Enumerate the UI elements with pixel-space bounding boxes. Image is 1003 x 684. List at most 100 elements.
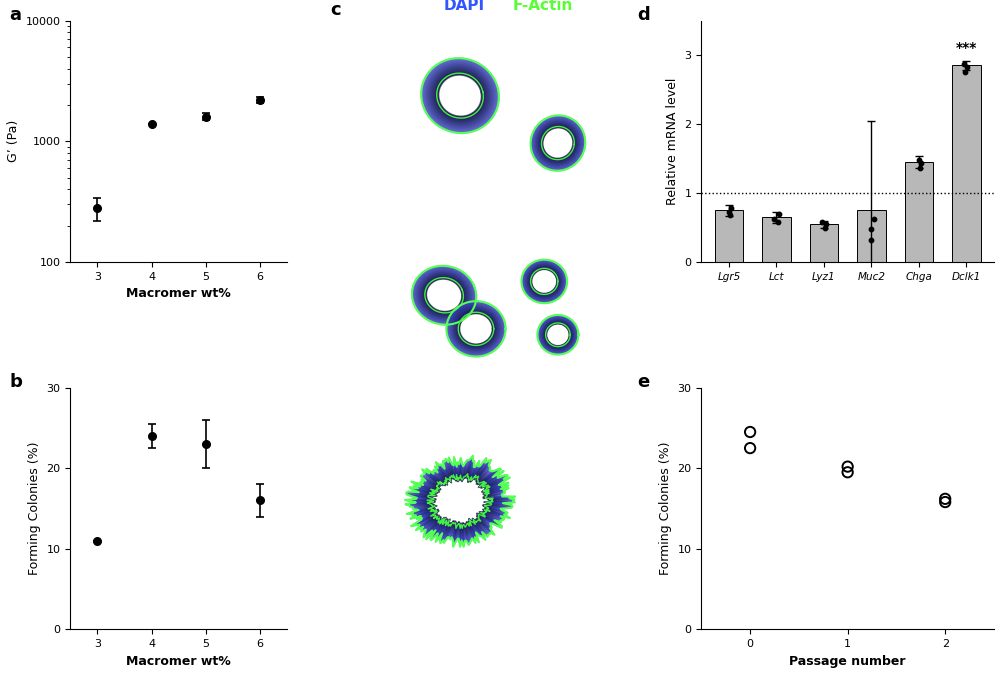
Text: F-Actin: F-Actin [512, 0, 572, 12]
Polygon shape [430, 68, 488, 124]
Polygon shape [523, 261, 566, 302]
Point [770, 209, 786, 220]
Text: d: d [636, 6, 649, 24]
Polygon shape [434, 71, 484, 120]
Polygon shape [531, 269, 557, 294]
Polygon shape [433, 70, 485, 121]
Y-axis label: G’ (Pa): G’ (Pa) [7, 120, 20, 162]
Polygon shape [415, 269, 472, 321]
Polygon shape [541, 319, 574, 351]
Y-axis label: Forming Colonies (%): Forming Colonies (%) [658, 442, 671, 575]
Point [865, 214, 881, 225]
Polygon shape [542, 320, 573, 350]
Point [722, 202, 738, 213]
Point [955, 59, 971, 70]
Point [910, 155, 926, 166]
X-axis label: Macromer wt%: Macromer wt% [126, 655, 231, 668]
Polygon shape [450, 305, 500, 352]
Polygon shape [525, 263, 563, 300]
Y-axis label: Relative mRNA level: Relative mRNA level [665, 77, 678, 205]
Polygon shape [529, 267, 559, 296]
Polygon shape [529, 267, 559, 295]
Polygon shape [538, 123, 577, 163]
Polygon shape [524, 263, 564, 300]
Polygon shape [432, 69, 486, 122]
Polygon shape [416, 270, 471, 320]
Polygon shape [522, 260, 566, 302]
Polygon shape [452, 306, 499, 351]
Point [956, 66, 972, 77]
Polygon shape [454, 308, 496, 349]
Polygon shape [546, 324, 569, 346]
Polygon shape [428, 475, 491, 527]
Text: b: b [10, 373, 22, 391]
Polygon shape [530, 268, 558, 295]
Polygon shape [428, 66, 490, 126]
Polygon shape [415, 464, 504, 538]
Point [958, 62, 974, 73]
Polygon shape [420, 274, 467, 317]
Polygon shape [539, 124, 576, 161]
Polygon shape [542, 319, 574, 350]
Polygon shape [536, 121, 579, 165]
Polygon shape [545, 322, 570, 347]
Polygon shape [539, 317, 576, 352]
Polygon shape [435, 73, 483, 119]
Polygon shape [527, 265, 561, 298]
Polygon shape [407, 458, 512, 544]
Polygon shape [535, 120, 580, 166]
Polygon shape [457, 311, 494, 346]
Polygon shape [449, 304, 503, 354]
Polygon shape [533, 118, 582, 168]
Text: c: c [330, 1, 341, 18]
Polygon shape [409, 459, 511, 543]
Point [765, 213, 781, 224]
Polygon shape [413, 267, 474, 324]
Polygon shape [404, 456, 515, 547]
Polygon shape [419, 272, 468, 318]
Polygon shape [418, 272, 469, 319]
Polygon shape [424, 471, 495, 531]
Bar [857, 210, 885, 262]
Polygon shape [423, 61, 495, 130]
X-axis label: Macromer wt%: Macromer wt% [126, 287, 231, 300]
Polygon shape [523, 261, 565, 302]
Polygon shape [537, 122, 578, 163]
Polygon shape [422, 471, 496, 532]
Polygon shape [417, 466, 503, 536]
Polygon shape [528, 265, 561, 297]
Polygon shape [538, 316, 577, 354]
Point [813, 217, 829, 228]
Polygon shape [534, 119, 582, 168]
Bar [808, 224, 838, 262]
Polygon shape [544, 322, 571, 347]
Polygon shape [422, 59, 497, 132]
Polygon shape [447, 302, 504, 355]
Point [816, 219, 832, 230]
Text: p1: p1 [387, 112, 404, 127]
Polygon shape [437, 74, 481, 117]
Polygon shape [457, 313, 493, 345]
Polygon shape [422, 276, 465, 315]
Text: a: a [10, 6, 22, 24]
Text: DAPI: DAPI [443, 0, 484, 12]
Polygon shape [431, 68, 487, 122]
Polygon shape [410, 460, 510, 542]
Polygon shape [452, 307, 498, 350]
Polygon shape [532, 118, 583, 169]
Point [912, 158, 928, 169]
Polygon shape [541, 319, 575, 351]
Polygon shape [449, 304, 502, 353]
Bar [951, 66, 980, 262]
Polygon shape [539, 317, 577, 353]
X-axis label: Passage number: Passage number [788, 655, 905, 668]
Polygon shape [423, 276, 464, 315]
Polygon shape [425, 63, 493, 129]
Polygon shape [421, 58, 498, 133]
Text: e: e [636, 373, 649, 391]
Polygon shape [429, 66, 489, 124]
Polygon shape [415, 269, 471, 321]
Polygon shape [538, 315, 578, 354]
Polygon shape [526, 264, 562, 299]
Point [911, 163, 927, 174]
